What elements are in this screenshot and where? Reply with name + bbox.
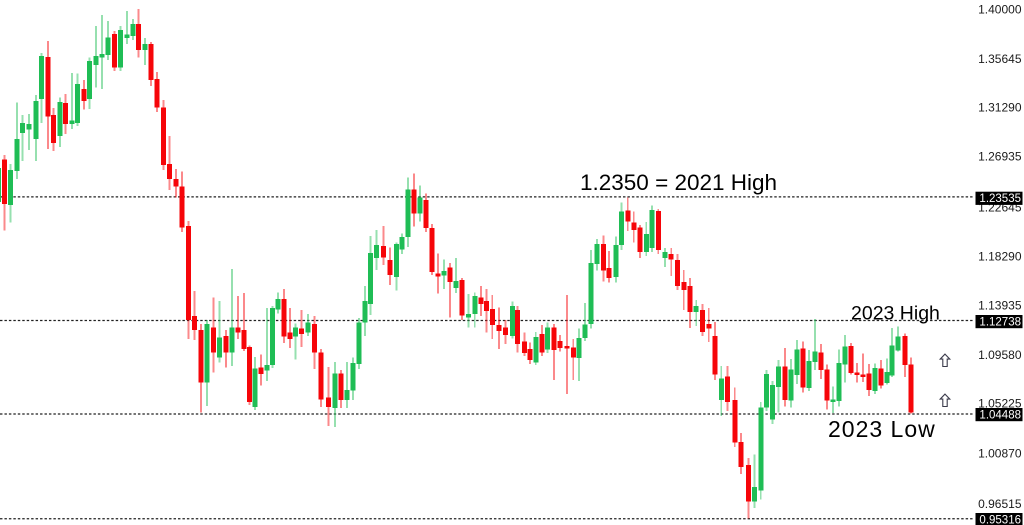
svg-text:1.12738: 1.12738	[979, 317, 1021, 329]
svg-text:1.2350 = 2021 High: 1.2350 = 2021 High	[580, 170, 777, 195]
svg-text:1.40000: 1.40000	[978, 3, 1022, 17]
svg-text:0.96515: 0.96515	[978, 497, 1022, 511]
svg-text:2023 Low: 2023 Low	[828, 416, 936, 442]
svg-text:1.18290: 1.18290	[978, 249, 1022, 263]
svg-text:1.13935: 1.13935	[978, 298, 1022, 312]
svg-text:2023 High: 2023 High	[851, 302, 940, 324]
svg-text:0.95316: 0.95316	[979, 515, 1021, 525]
svg-text:1.00870: 1.00870	[978, 446, 1022, 460]
svg-text:1.35645: 1.35645	[978, 52, 1022, 66]
svg-text:1.31290: 1.31290	[978, 100, 1022, 114]
svg-text:1.23535: 1.23535	[979, 193, 1021, 205]
svg-text:1.04488: 1.04488	[979, 410, 1021, 422]
svg-text:1.26935: 1.26935	[978, 149, 1022, 163]
svg-text:1.05225: 1.05225	[978, 396, 1022, 410]
svg-text:1.09580: 1.09580	[978, 348, 1022, 362]
